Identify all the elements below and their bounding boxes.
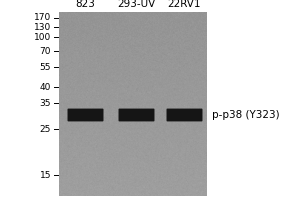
- Text: 100: 100: [34, 32, 51, 42]
- Text: 170: 170: [34, 14, 51, 22]
- Text: p-p38 (Y323): p-p38 (Y323): [212, 110, 279, 120]
- Text: 823: 823: [76, 0, 95, 9]
- Text: 35: 35: [40, 98, 51, 108]
- Text: 293-UV: 293-UV: [117, 0, 156, 9]
- FancyBboxPatch shape: [167, 109, 203, 121]
- FancyBboxPatch shape: [118, 109, 154, 121]
- Text: 15: 15: [40, 170, 51, 180]
- Text: 25: 25: [40, 124, 51, 134]
- Text: 22RV1: 22RV1: [168, 0, 201, 9]
- Text: 130: 130: [34, 22, 51, 31]
- Text: 70: 70: [40, 46, 51, 55]
- FancyBboxPatch shape: [68, 109, 104, 121]
- Text: 55: 55: [40, 62, 51, 72]
- Text: 40: 40: [40, 83, 51, 92]
